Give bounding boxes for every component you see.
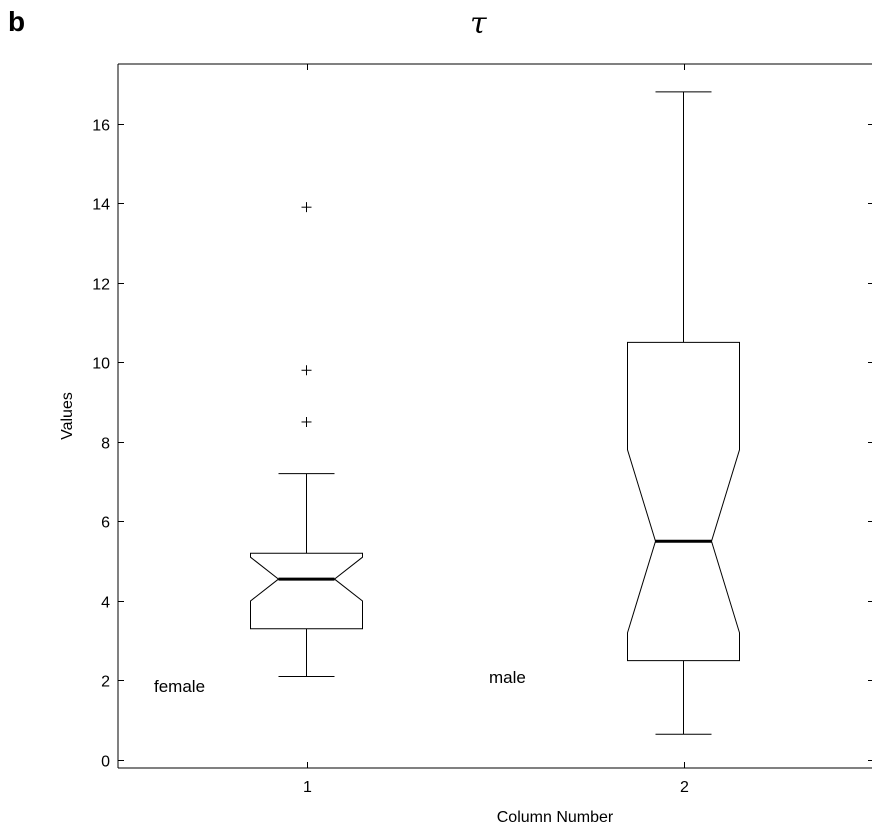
- y-tick-label: 2: [101, 674, 110, 691]
- y-tick-label: 14: [92, 197, 110, 214]
- x-tick-label: 1: [303, 779, 312, 796]
- group-label-2: male: [489, 668, 526, 687]
- group-label-1: female: [154, 677, 205, 696]
- y-tick-label: 16: [92, 118, 110, 135]
- y-tick-label: 4: [101, 595, 110, 612]
- x-tick-label: 2: [680, 779, 689, 796]
- y-tick-label: 10: [92, 356, 110, 373]
- box-2: [627, 341, 740, 662]
- y-tick-label: 12: [92, 277, 110, 294]
- y-tick-label: 8: [101, 436, 110, 453]
- y-axis-label: Values: [59, 392, 76, 440]
- panel-letter: b: [8, 6, 26, 37]
- plot-frame: [117, 63, 872, 769]
- boxes: [250, 91, 740, 735]
- x-axis-label: Column Number: [497, 809, 614, 826]
- chart-title: τ: [470, 6, 487, 41]
- y-tick-label: 0: [101, 754, 110, 771]
- y-tick-label: 6: [101, 515, 110, 532]
- labels: Column Number Values female male: [59, 392, 614, 826]
- box-1: [250, 552, 363, 630]
